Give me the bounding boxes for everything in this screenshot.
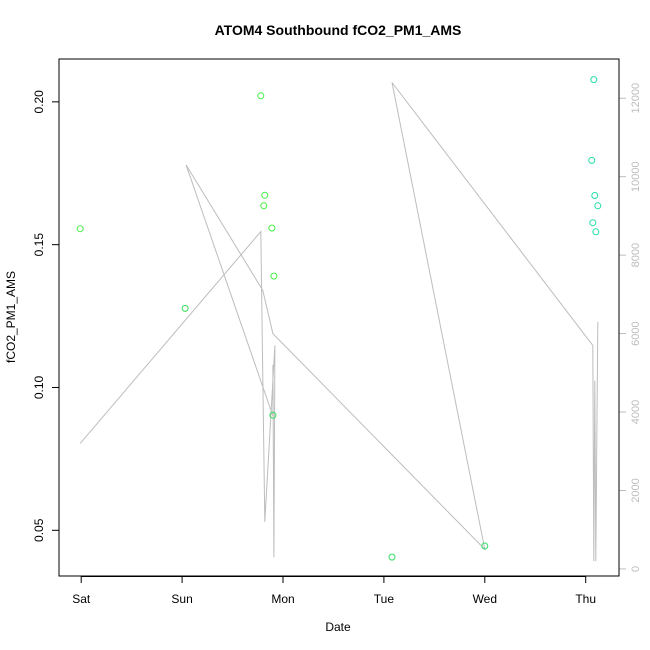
data-point-12: [591, 192, 599, 199]
x-tick-label-3: Tue: [374, 592, 395, 606]
y2-tick-label-1: 2000: [630, 478, 642, 502]
y2-tick-label-3: 6000: [630, 321, 642, 345]
y2-tick-label-0: 0: [630, 566, 642, 572]
x-tick-label-5: Thu: [575, 592, 596, 606]
y2-tick-label-4: 8000: [630, 243, 642, 267]
y2-tick-label-5: 10000: [630, 161, 642, 192]
data-point-10: [588, 156, 596, 164]
data-point-14: [589, 219, 597, 227]
x-tick-label-1: Sun: [171, 592, 192, 606]
data-point-8: [388, 553, 396, 561]
data-point-6: [270, 272, 278, 280]
x-axis-label: Date: [325, 620, 351, 634]
line-series: [79, 82, 599, 562]
points-series: [76, 76, 602, 561]
x-tick-label-0: Sat: [72, 592, 91, 606]
data-point-2: [257, 92, 265, 100]
data-point-15: [592, 228, 600, 236]
data-point-3: [260, 202, 268, 210]
y-axis-label: fCO2_PM1_AMS: [4, 271, 18, 363]
y2-tick-label-6: 12000: [630, 83, 642, 114]
line-series-path: [79, 82, 599, 562]
data-point-9: [481, 542, 489, 550]
y-tick-label-0: 0.05: [32, 518, 46, 542]
y2-tick-label-2: 4000: [630, 400, 642, 424]
data-point-1: [181, 304, 189, 312]
data-point-13: [594, 202, 602, 210]
data-point-11: [590, 76, 598, 84]
data-point-5: [268, 224, 276, 232]
y-tick-label-3: 0.20: [32, 90, 46, 114]
axes: Sat Sun Mon Tue Wed Thu 0.05 0.10 0.15 0.20 0 2000 4…: [32, 83, 642, 606]
x-tick-label-2: Mon: [271, 592, 294, 606]
x-tick-label-4: Wed: [473, 592, 497, 606]
data-point-0: [76, 225, 84, 233]
data-point-4: [261, 191, 269, 199]
data-point-7: [269, 411, 277, 419]
plot-frame: [58, 58, 620, 577]
y-tick-label-1: 0.10: [32, 375, 46, 399]
chart-title: ATOM4 Southbound fCO2_PM1_AMS: [215, 22, 462, 38]
y-tick-label-2: 0.15: [32, 233, 46, 257]
